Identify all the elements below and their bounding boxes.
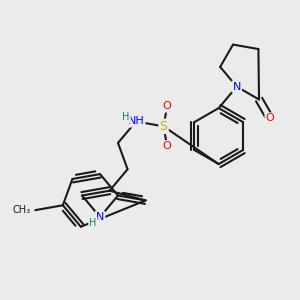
Text: H: H xyxy=(122,112,130,122)
Text: N: N xyxy=(96,212,104,222)
Text: NH: NH xyxy=(128,116,144,127)
Text: CH₃: CH₃ xyxy=(12,205,30,215)
Text: H: H xyxy=(89,218,97,228)
Text: O: O xyxy=(163,141,171,151)
Text: O: O xyxy=(266,113,274,124)
Text: S: S xyxy=(160,120,168,133)
Text: N: N xyxy=(232,82,241,92)
Text: O: O xyxy=(163,101,171,112)
